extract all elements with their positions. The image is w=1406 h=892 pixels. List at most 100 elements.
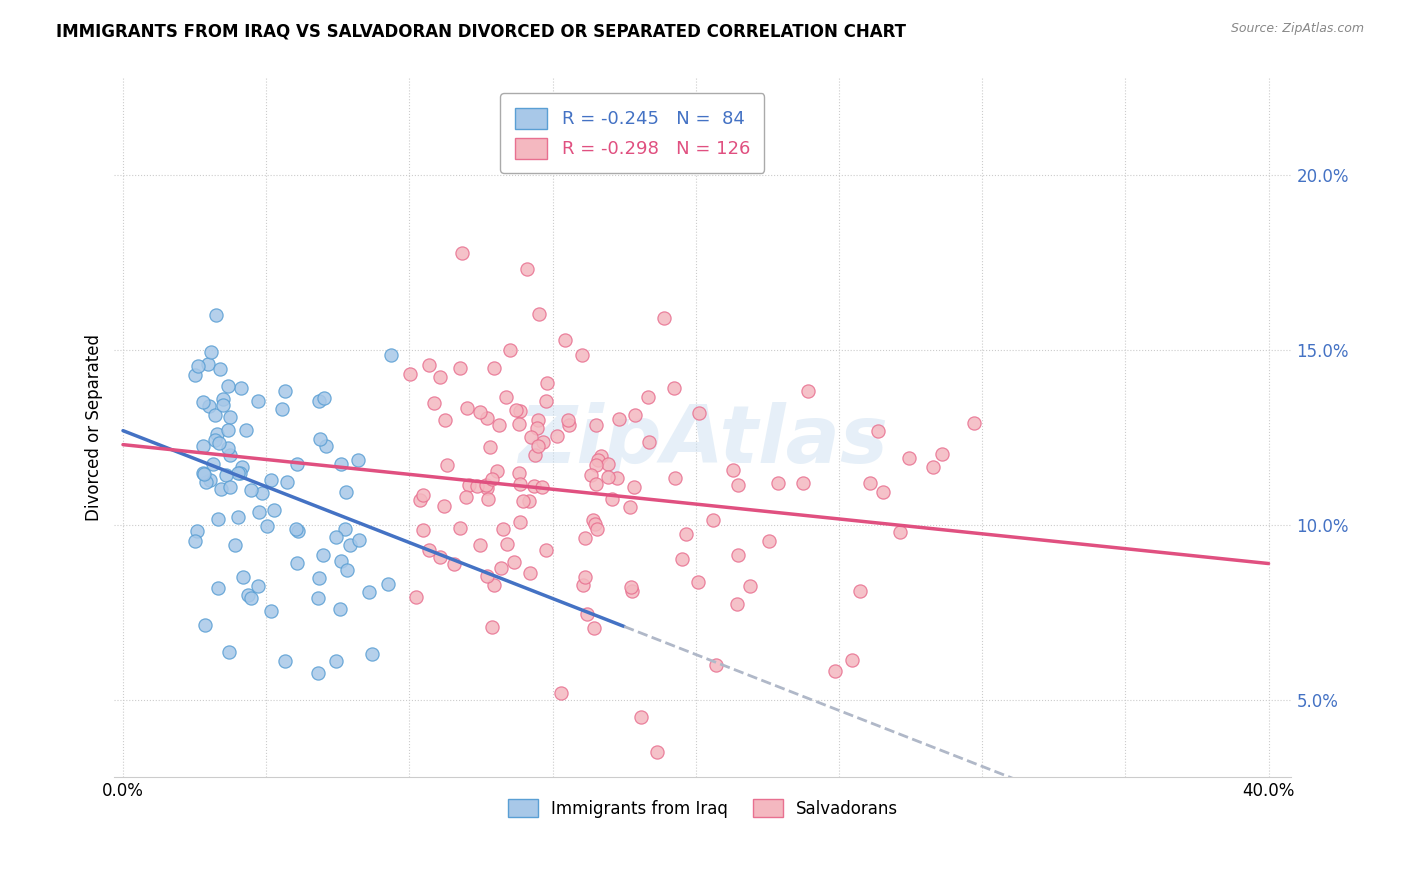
Point	[582, 513, 605, 527]
Point	[209, 361, 232, 376]
Point	[824, 664, 846, 678]
Point	[579, 468, 602, 483]
Point	[505, 403, 527, 417]
Point	[526, 439, 548, 453]
Point	[688, 406, 710, 420]
Point	[200, 345, 222, 359]
Point	[664, 471, 686, 485]
Point	[792, 475, 814, 490]
Point	[309, 432, 332, 446]
Point	[671, 552, 693, 566]
Point	[600, 492, 623, 507]
Point	[204, 434, 226, 448]
Point	[456, 401, 478, 416]
Point	[218, 449, 240, 463]
Point	[194, 475, 217, 490]
Point	[308, 571, 330, 585]
Point	[572, 577, 595, 591]
Point	[361, 647, 384, 661]
Point	[191, 395, 214, 409]
Point	[495, 390, 517, 404]
Point	[198, 399, 221, 413]
Point	[329, 554, 352, 568]
Point	[520, 430, 543, 444]
Point	[197, 357, 219, 371]
Point	[247, 394, 270, 409]
Point	[558, 417, 581, 432]
Point	[409, 493, 432, 508]
Point	[766, 475, 789, 490]
Point	[470, 538, 492, 552]
Point	[429, 549, 451, 564]
Point	[186, 524, 208, 538]
Point	[536, 542, 558, 557]
Point	[488, 417, 510, 432]
Point	[898, 451, 921, 466]
Legend: Immigrants from Iraq, Salvadorans: Immigrants from Iraq, Salvadorans	[501, 792, 905, 824]
Point	[433, 500, 456, 514]
Point	[207, 581, 229, 595]
Point	[536, 376, 558, 390]
Point	[191, 466, 214, 480]
Point	[260, 604, 283, 618]
Point	[208, 436, 231, 450]
Point	[481, 472, 503, 486]
Point	[201, 457, 224, 471]
Point	[479, 440, 502, 454]
Point	[274, 384, 297, 399]
Point	[619, 500, 641, 514]
Point	[449, 360, 471, 375]
Point	[574, 570, 596, 584]
Point	[645, 745, 668, 759]
Point	[921, 460, 943, 475]
Point	[662, 381, 685, 395]
Point	[285, 557, 308, 571]
Point	[231, 460, 253, 475]
Point	[405, 590, 427, 604]
Point	[219, 480, 242, 494]
Point	[209, 482, 232, 496]
Point	[652, 310, 675, 325]
Point	[285, 457, 308, 471]
Point	[443, 557, 465, 571]
Point	[436, 458, 458, 472]
Point	[240, 591, 263, 606]
Point	[512, 493, 534, 508]
Point	[457, 478, 479, 492]
Point	[246, 579, 269, 593]
Point	[889, 524, 911, 539]
Point	[347, 533, 370, 547]
Point	[307, 666, 329, 681]
Point	[232, 570, 254, 584]
Point	[963, 416, 986, 430]
Point	[517, 494, 540, 508]
Point	[503, 555, 526, 569]
Point	[702, 513, 724, 527]
Point	[357, 585, 380, 599]
Point	[637, 390, 659, 404]
Point	[496, 537, 519, 551]
Point	[585, 458, 607, 472]
Point	[620, 580, 643, 594]
Point	[706, 657, 728, 672]
Point	[336, 563, 359, 577]
Point	[531, 480, 554, 494]
Point	[198, 473, 221, 487]
Point	[931, 447, 953, 461]
Point	[184, 368, 207, 383]
Point	[271, 401, 294, 416]
Point	[194, 618, 217, 632]
Point	[239, 483, 262, 497]
Point	[571, 348, 593, 362]
Point	[449, 521, 471, 535]
Point	[329, 602, 352, 616]
Point	[465, 478, 488, 492]
Point	[526, 421, 548, 435]
Point	[546, 429, 568, 443]
Point	[235, 423, 257, 437]
Point	[307, 591, 329, 605]
Point	[252, 486, 274, 500]
Point	[797, 384, 820, 398]
Y-axis label: Divorced or Separated: Divorced or Separated	[86, 334, 103, 521]
Point	[412, 488, 434, 502]
